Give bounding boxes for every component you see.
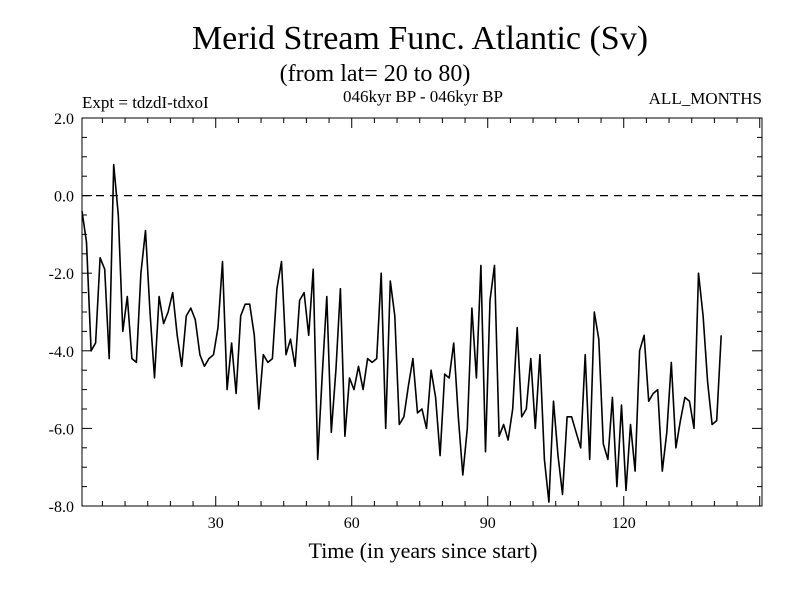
x-tick-label: 30 xyxy=(208,515,224,532)
period-label: 046kyr BP - 046kyr BP xyxy=(343,87,503,106)
y-tick-label: -2.0 xyxy=(49,266,74,283)
y-axis-ticks xyxy=(82,117,762,507)
x-tick-label: 60 xyxy=(344,515,360,532)
series-group xyxy=(81,163,722,503)
x-tick-label: 120 xyxy=(612,515,636,532)
plot-frame xyxy=(81,117,763,507)
x-axis-label: Time (in years since start) xyxy=(309,538,538,563)
series-line xyxy=(81,163,722,503)
months-label: ALL_MONTHS xyxy=(649,89,762,108)
y-tick-label: -8.0 xyxy=(49,499,74,516)
y-tick-label: 2.0 xyxy=(54,111,74,128)
y-axis-tick-labels: 2.0 0.0 -2.0 -4.0 -6.0 -8.0 xyxy=(49,111,74,516)
chart-title: Merid Stream Func. Atlantic (Sv) xyxy=(192,20,648,57)
x-axis-ticks xyxy=(101,118,761,506)
experiment-label: Expt = tdzdI-tdxoI xyxy=(82,93,209,112)
x-axis-tick-labels: 30 60 90 120 xyxy=(208,515,636,532)
x-tick-label: 90 xyxy=(480,515,496,532)
chart-subtitle: (from lat= 20 to 80) xyxy=(280,61,471,87)
y-tick-label: -6.0 xyxy=(49,421,74,438)
y-tick-label: 0.0 xyxy=(54,189,74,206)
y-tick-label: -4.0 xyxy=(49,344,74,361)
